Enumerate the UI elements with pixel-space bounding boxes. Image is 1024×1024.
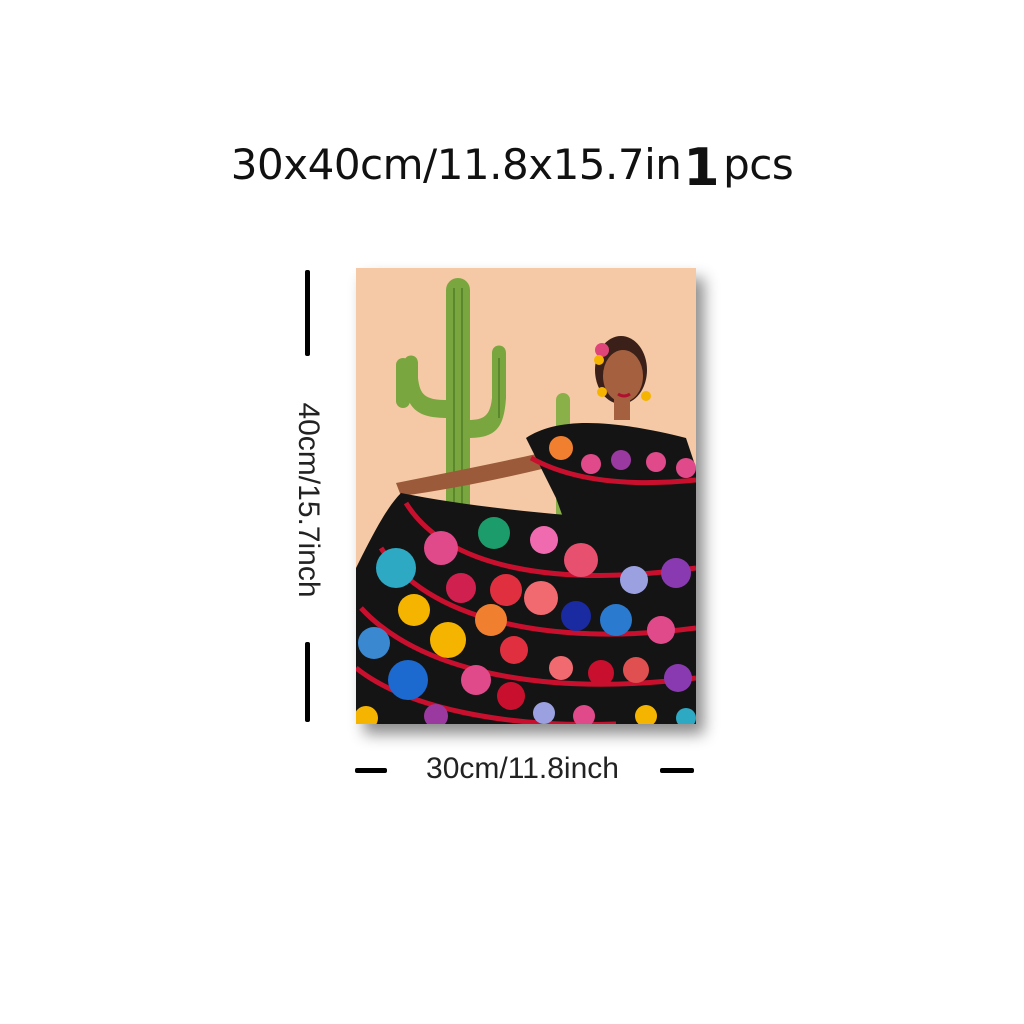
height-dimension-line-bottom <box>305 642 310 722</box>
height-dimension-line-top <box>305 270 310 356</box>
height-dimension-label: 40cm/15.7inch <box>292 402 325 598</box>
artwork-illustration <box>356 268 696 724</box>
width-dimension-line-right <box>660 768 694 773</box>
dress-flowers <box>356 436 696 724</box>
quantity-number: 1 <box>683 138 720 198</box>
woman-head <box>594 336 651 420</box>
canvas-artwork <box>356 268 696 724</box>
woman-arm <box>396 453 546 496</box>
quantity-unit: pcs <box>723 140 794 189</box>
size-text: 30x40cm/11.8x15.7in <box>230 140 682 189</box>
width-dimension-label: 30cm/11.8inch <box>426 752 619 785</box>
cactus-large <box>396 278 506 518</box>
width-dimension-line-left <box>355 768 387 773</box>
product-size-title: 30x40cm/11.8x15.7in1pcs <box>0 138 1024 198</box>
